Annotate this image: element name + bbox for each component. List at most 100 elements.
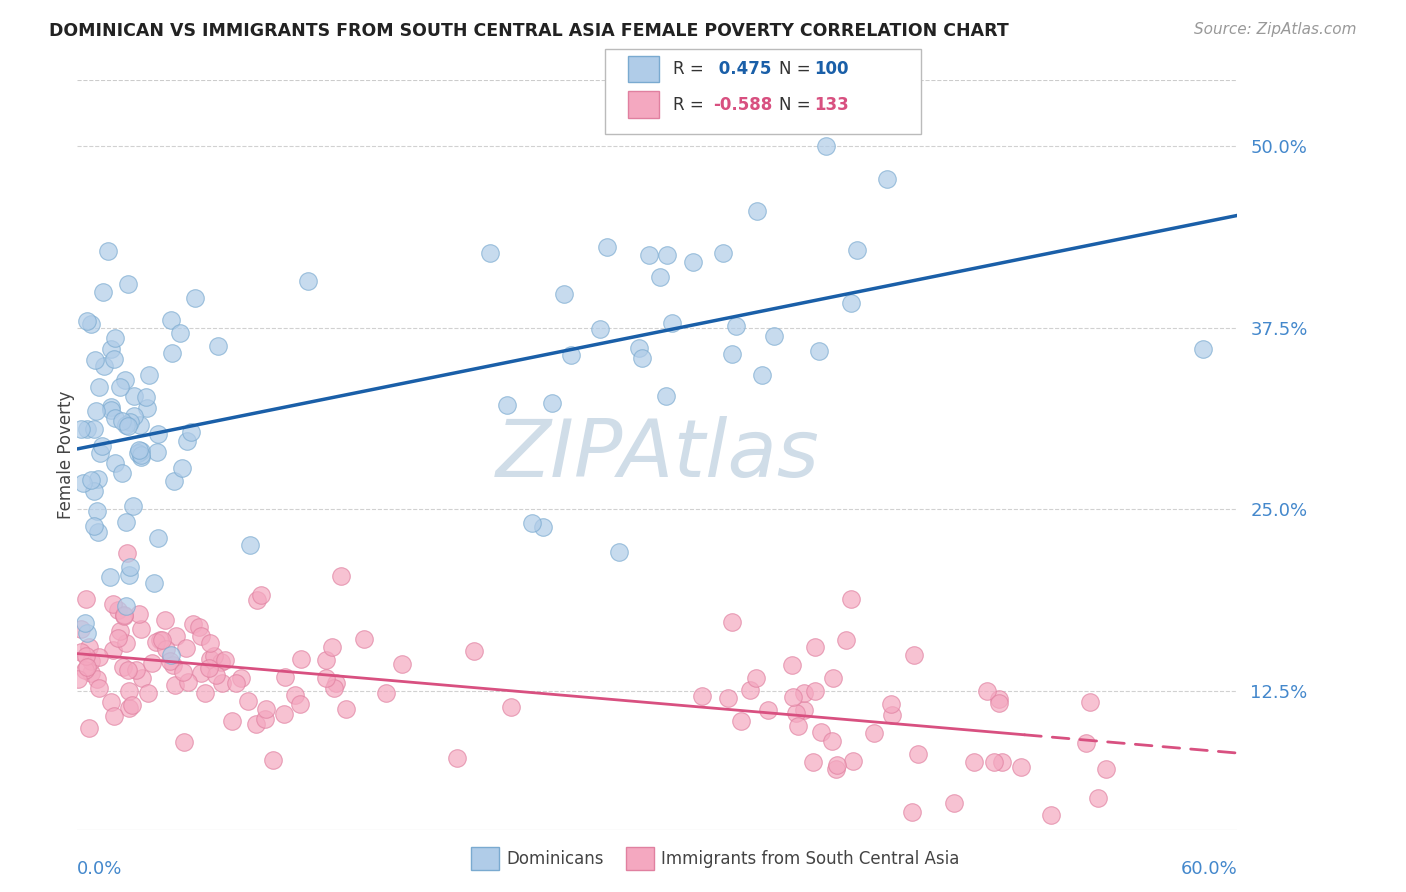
Point	[77, 640, 100, 655]
Text: 100: 100	[814, 60, 849, 78]
Point	[72, 475, 94, 490]
Point	[117, 546, 139, 560]
Point	[589, 322, 612, 336]
Point	[221, 714, 243, 729]
Point	[160, 648, 183, 662]
Point	[202, 648, 225, 663]
Point	[75, 592, 97, 607]
Point	[325, 676, 347, 690]
Point	[730, 714, 752, 728]
Text: R =: R =	[673, 95, 710, 113]
Point	[595, 239, 617, 253]
Point	[763, 328, 786, 343]
Point	[246, 593, 269, 607]
Point	[75, 615, 97, 630]
Text: Immigrants from South Central Asia: Immigrants from South Central Asia	[661, 850, 959, 868]
Point	[845, 243, 868, 257]
Point	[125, 663, 148, 677]
Point	[146, 445, 169, 459]
Point	[114, 636, 136, 650]
Point	[531, 519, 554, 533]
Point	[108, 624, 131, 638]
Point	[315, 653, 337, 667]
Point	[172, 665, 194, 679]
Point	[821, 733, 844, 747]
Point	[479, 246, 502, 260]
Point	[273, 670, 295, 684]
Point	[107, 631, 129, 645]
Point	[825, 762, 848, 776]
Point	[637, 248, 659, 262]
Point	[173, 735, 195, 749]
Point	[121, 698, 143, 712]
Point	[207, 339, 229, 353]
Point	[115, 417, 138, 432]
Y-axis label: Female Poverty: Female Poverty	[58, 391, 75, 519]
Point	[129, 622, 152, 636]
Text: Source: ZipAtlas.com: Source: ZipAtlas.com	[1194, 22, 1357, 37]
Point	[245, 716, 267, 731]
Point	[104, 331, 127, 345]
Point	[198, 635, 221, 649]
Point	[129, 450, 152, 464]
Point	[721, 347, 744, 361]
Point	[128, 607, 150, 621]
Point	[87, 524, 110, 539]
Point	[463, 643, 485, 657]
Point	[124, 389, 146, 403]
Point	[115, 515, 138, 529]
Point	[976, 683, 998, 698]
Point	[249, 588, 271, 602]
Point	[821, 671, 844, 685]
Point	[100, 403, 122, 417]
Point	[135, 390, 157, 404]
Text: 60.0%: 60.0%	[1181, 860, 1237, 878]
Point	[190, 629, 212, 643]
Point	[100, 695, 122, 709]
Point	[839, 296, 862, 310]
Point	[169, 326, 191, 340]
Point	[162, 346, 184, 360]
Point	[900, 805, 922, 819]
Point	[150, 632, 173, 647]
Text: 133: 133	[814, 95, 849, 113]
Point	[83, 422, 105, 436]
Point	[80, 474, 103, 488]
Point	[117, 277, 139, 291]
Point	[112, 609, 135, 624]
Point	[159, 654, 181, 668]
Point	[115, 599, 138, 614]
Point	[101, 643, 124, 657]
Point	[121, 500, 143, 514]
Point	[83, 484, 105, 499]
Point	[862, 725, 884, 739]
Point	[165, 678, 187, 692]
Point	[145, 635, 167, 649]
Point	[159, 313, 181, 327]
Point	[75, 649, 97, 664]
Point	[655, 389, 678, 403]
Point	[335, 702, 357, 716]
Point	[239, 538, 262, 552]
Point	[79, 722, 101, 736]
Point	[284, 688, 307, 702]
Point	[183, 291, 205, 305]
Point	[211, 656, 233, 670]
Point	[835, 633, 858, 648]
Point	[149, 633, 172, 648]
Text: 0.0%: 0.0%	[77, 860, 122, 878]
Point	[162, 657, 184, 672]
Point	[725, 319, 748, 334]
Text: 0.475: 0.475	[713, 60, 772, 78]
Point	[288, 697, 311, 711]
Point	[1010, 760, 1032, 774]
Point	[100, 342, 122, 356]
Point	[187, 620, 209, 634]
Point	[756, 703, 779, 717]
Point	[987, 692, 1010, 706]
Point	[103, 709, 125, 723]
Point	[131, 671, 153, 685]
Point	[76, 421, 98, 435]
Point	[738, 683, 761, 698]
Point	[89, 445, 111, 459]
